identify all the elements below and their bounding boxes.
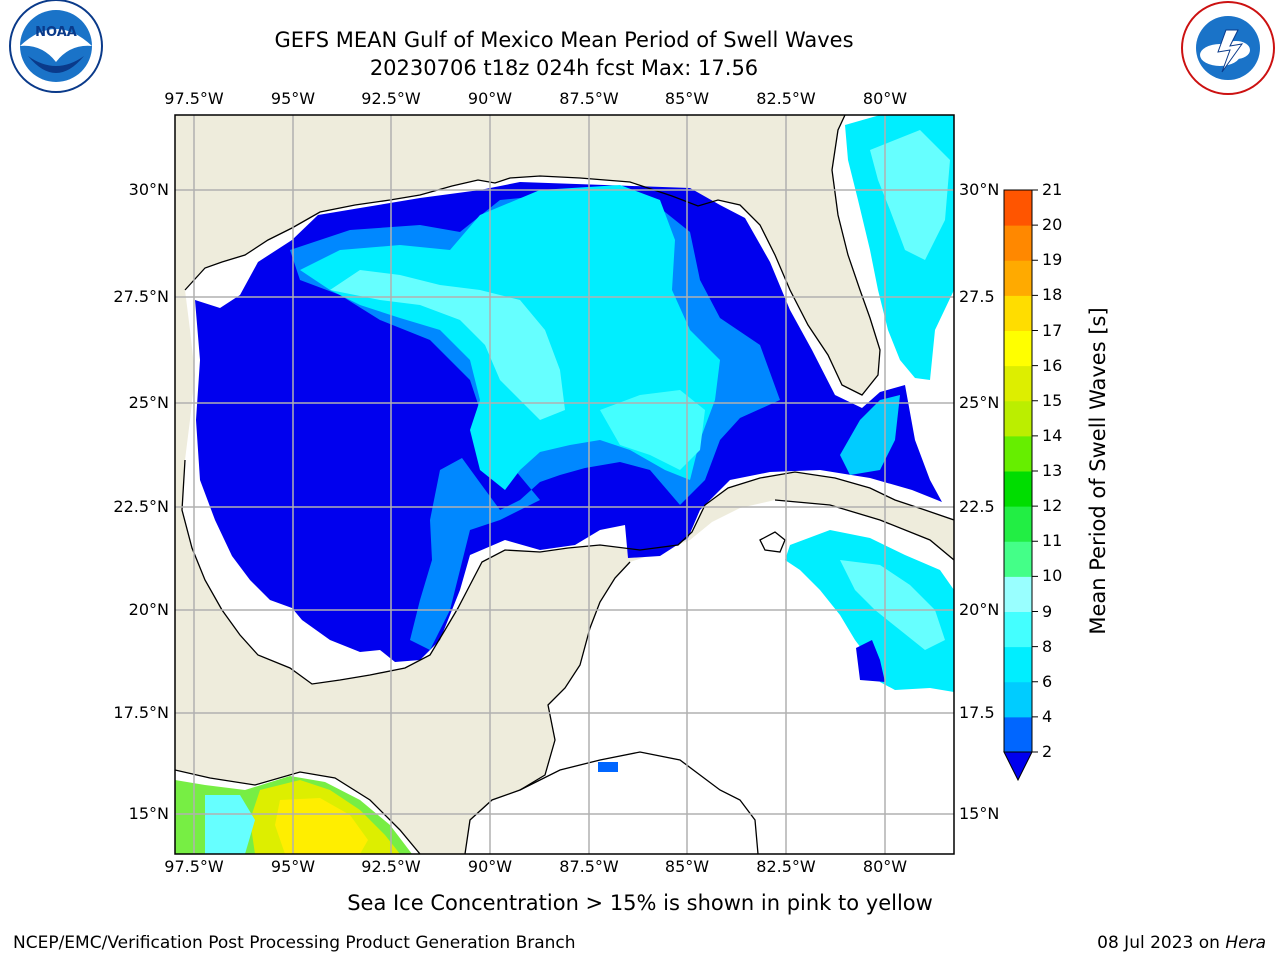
lat-tick-left: 30°N [128,180,169,199]
coastline-pacific [175,769,421,854]
colorbar-label: Mean Period of Swell Waves [s] [1086,307,1110,635]
lat-tick-right: 30°N [959,180,1000,199]
caribbean-fill-cyan [785,530,954,692]
footer-machine: Hera [1225,933,1266,953]
lat-tick-left: 15°N [128,804,169,823]
lon-tick-bottom: 82.5°W [756,857,816,876]
lon-tick-top: 97.5°W [164,89,224,108]
colorbar-segment [1004,576,1032,612]
lon-tick-bottom: 87.5°W [559,857,619,876]
lat-tick-left: 25°N [128,393,169,412]
colorbar-segment [1004,716,1032,753]
colorbar-tick-label: 20 [1042,215,1063,235]
colorbar-segment [1004,400,1032,437]
lon-tick-top: 80°W [862,89,908,108]
swell-fill-light-2 [600,390,705,470]
lat-tick-right: 20°N [959,600,1000,619]
colorbar-tick-label: 10 [1042,566,1063,586]
pacific-fill-yellow-2 [275,798,368,854]
lat-tick-left: 17.5°N [113,703,169,722]
lon-tick-bottom: 85°W [664,857,710,876]
colorbar-segment [1004,646,1032,683]
lat-tick-right: 15°N [959,804,1000,823]
lon-tick-top: 92.5°W [361,89,421,108]
colorbar-segment [1004,471,1032,507]
coastline-mexico [181,459,954,685]
lat-tick-left: 20°N [128,600,169,619]
lon-tick-bottom: 97.5°W [164,857,224,876]
lon-tick-bottom: 92.5°W [361,857,421,876]
lon-tick-top: 85°W [664,89,710,108]
lat-tick-left: 22.5°N [113,497,169,516]
colorbar-tick-label: 14 [1042,425,1063,445]
colorbar-segment [1004,681,1032,718]
colorbar-under-arrow [1003,751,1033,782]
isle-fill [598,762,618,772]
colorbar-segment [1004,190,1032,226]
graticule [175,115,954,854]
sea-ice-note: Sea Ice Concentration > 15% is shown in … [347,891,933,915]
lat-tick-left: 27.5°N [113,287,169,306]
footer-date-text: 08 Jul 2023 on [1097,933,1226,953]
lat-tick-right: 27.5 [959,287,995,306]
colorbar-tick-label: 6 [1042,671,1053,691]
swell-fill-light [330,270,565,420]
lon-tick-top: 90°W [467,89,513,108]
noaa-text: NOAA [35,25,77,40]
footer-credit: NCEP/EMC/Verification Post Processing Pr… [13,933,576,953]
lon-tick-bottom: 95°W [270,857,316,876]
colorbar-tick-label: 4 [1042,706,1053,726]
colorbar-segment [1004,295,1032,331]
coastline-honduras [519,751,759,854]
colorbar-tick-label: 12 [1042,496,1063,516]
colorbar-segment [1004,541,1032,577]
lat-tick-right: 17.5 [959,703,995,722]
pacific-fill-cyan [205,795,255,854]
coastline-gulf [184,115,881,396]
lon-tick-top: 82.5°W [756,89,816,108]
coastline-yucatan-east [464,561,631,854]
colorbar-segment [1004,330,1032,367]
footer-date: 08 Jul 2023 on Hera [1097,933,1266,953]
colorbar-segment [1004,260,1032,296]
colorbar-segment [1004,611,1032,648]
lat-tick-right: 22.5 [959,497,995,516]
map-frame [174,114,955,855]
atlantic-fill-light [870,130,950,260]
lon-tick-bottom: 80°W [862,857,908,876]
chart-title: GEFS MEAN Gulf of Mexico Mean Period of … [274,28,854,52]
colorbar [1004,189,1038,753]
colorbar-tick-label: 2 [1042,742,1053,761]
lon-tick-top: 87.5°W [559,89,619,108]
lon-tick-bottom: 90°W [467,857,513,876]
colorbar-tick-label: 13 [1042,461,1063,480]
colorbar-tick-label: 18 [1042,285,1063,305]
chart-subtitle: 20230706 t18z 024h fcst Max: 17.56 [369,56,759,80]
colorbar-segment [1004,365,1032,402]
colorbar-segment [1004,225,1032,261]
colorbar-tick-label: 8 [1042,636,1053,656]
colorbar-tick-label: 16 [1042,355,1063,375]
colorbar-tick-label: 9 [1042,601,1053,621]
lat-tick-right: 25°N [959,393,1000,412]
caribbean-fill-light [840,560,945,650]
coastline-cuba-south [774,499,954,561]
caribbean-fill-blue [856,640,885,682]
colorbar-frame [1003,189,1033,753]
colorbar-tick-label: 11 [1042,531,1063,551]
coastline-jamaica [759,531,786,553]
colorbar-segment [1004,506,1032,542]
colorbar-tick-label: 21 [1042,180,1063,199]
noaa-logo: NOAA [9,0,103,93]
nws-logo [1181,1,1275,95]
colorbar-tick-label: 17 [1042,320,1063,340]
colorbar-segment [1004,435,1032,472]
lon-tick-top: 95°W [270,89,316,108]
colorbar-tick-label: 19 [1042,250,1063,270]
colorbar-tick-label: 15 [1042,390,1063,410]
